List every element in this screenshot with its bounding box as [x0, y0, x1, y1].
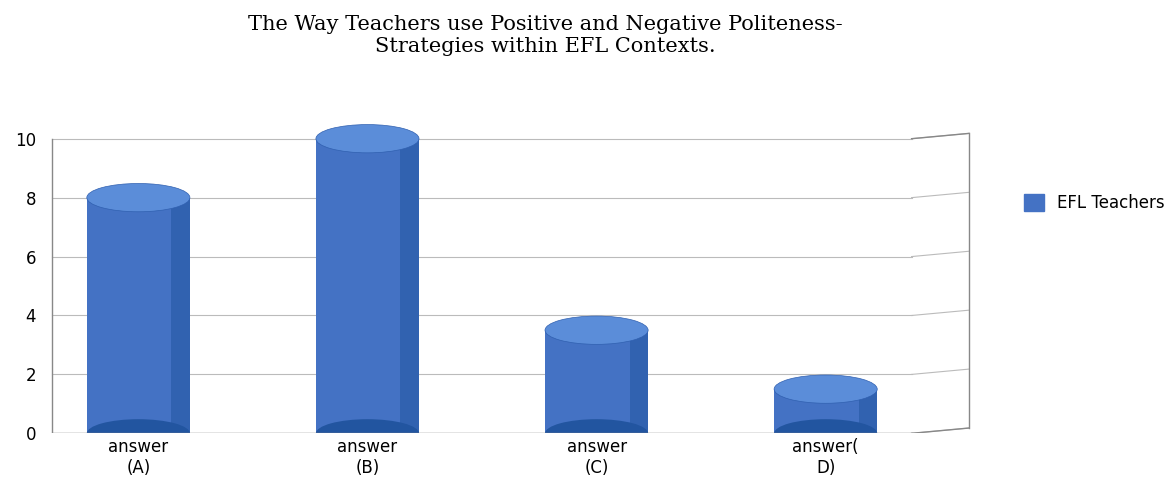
Bar: [858, 389, 877, 433]
Ellipse shape: [774, 375, 877, 403]
Ellipse shape: [316, 419, 419, 448]
Bar: [316, 139, 419, 433]
Ellipse shape: [774, 419, 877, 448]
Bar: [774, 389, 877, 433]
Bar: [171, 198, 190, 433]
Ellipse shape: [545, 419, 648, 448]
Ellipse shape: [87, 419, 190, 448]
Ellipse shape: [87, 184, 190, 212]
Bar: [87, 198, 190, 433]
Title: The Way Teachers use Positive and Negative Politeness-
Strategies within EFL Con: The Way Teachers use Positive and Negati…: [248, 15, 842, 56]
Ellipse shape: [316, 124, 419, 153]
Bar: [545, 330, 648, 433]
Bar: [400, 139, 419, 433]
Bar: [629, 330, 648, 433]
Ellipse shape: [545, 316, 648, 344]
Legend: EFL Teachers: EFL Teachers: [1018, 187, 1172, 218]
